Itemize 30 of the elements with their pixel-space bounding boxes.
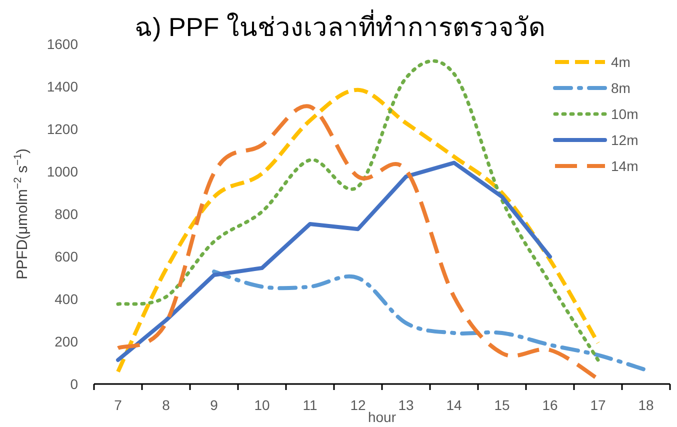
y-tick-label: 1000 bbox=[46, 164, 78, 180]
y-tick-label: 1200 bbox=[46, 121, 78, 137]
y-tick-label: 800 bbox=[54, 206, 78, 222]
legend-label: 4m bbox=[611, 54, 630, 70]
legend-label: 12m bbox=[611, 132, 638, 148]
x-tick-label: 16 bbox=[542, 397, 558, 413]
chart-title: ฉ) PPF ในช่วงเวลาที่ทำการตรวจวัด bbox=[134, 9, 546, 42]
x-tick-label: 14 bbox=[446, 397, 462, 413]
legend-label: 10m bbox=[611, 106, 638, 122]
y-tick-label: 0 bbox=[70, 376, 78, 392]
line-series bbox=[212, 270, 648, 372]
legend-label: 14m bbox=[611, 158, 638, 174]
line-series bbox=[116, 160, 552, 362]
x-tick-label: 9 bbox=[210, 397, 218, 413]
x-tick-label: 11 bbox=[302, 397, 318, 413]
x-tick-label: 15 bbox=[494, 397, 510, 413]
x-tick-label: 8 bbox=[162, 397, 170, 413]
y-tick-label: 400 bbox=[54, 291, 78, 307]
x-axis-title: hour bbox=[368, 409, 396, 425]
x-tick-label: 13 bbox=[398, 397, 414, 413]
x-tick-label: 7 bbox=[114, 397, 122, 413]
x-tick-label: 18 bbox=[638, 397, 654, 413]
y-tick-label: 200 bbox=[54, 334, 78, 350]
x-tick-label: 12 bbox=[350, 397, 366, 413]
y-tick-label: 1600 bbox=[46, 36, 78, 52]
y-tick-label: 600 bbox=[54, 248, 78, 264]
y-tick-label: 1400 bbox=[46, 78, 78, 94]
x-tick-label: 10 bbox=[254, 397, 270, 413]
x-tick-label: 17 bbox=[590, 397, 606, 413]
legend-label: 8m bbox=[611, 80, 630, 96]
